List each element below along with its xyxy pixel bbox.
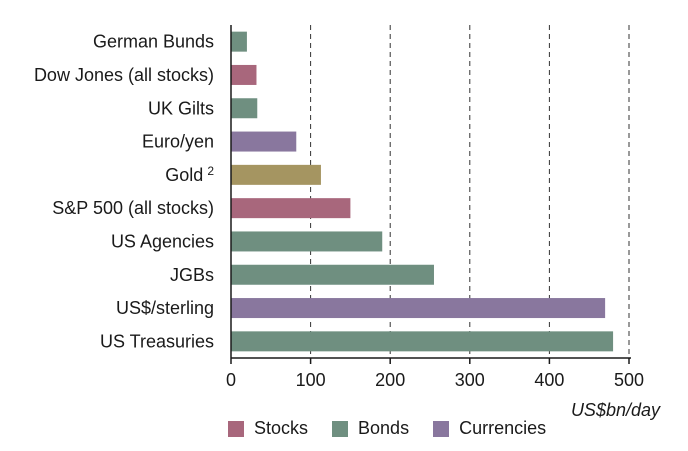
legend-item-currencies: Currencies [433,418,546,439]
legend-item-bonds: Bonds [332,418,409,439]
bar-9 [231,331,614,352]
x-axis: 0 100 200 300 400 500 [226,25,644,390]
bar-0 [231,31,247,52]
category-label: Gold 2 [165,164,214,185]
legend-label: Stocks [254,418,309,438]
legend: Stocks Bonds Currencies [228,418,570,439]
legend-item-stocks: Stocks [228,418,308,439]
category-label: US$/sterling [116,298,214,318]
x-tick-label: 500 [614,370,644,390]
bar-1 [231,64,257,85]
category-label: US Agencies [111,231,214,251]
bar-2 [231,98,258,119]
bar-5 [231,198,351,219]
category-label: German Bunds [93,32,214,52]
bar-6 [231,231,383,252]
legend-label: Currencies [459,418,547,438]
legend-swatch [228,420,244,437]
bar-4 [231,164,321,185]
legend-swatch [332,420,349,437]
legend-label: Bonds [358,418,410,438]
category-label: Euro/yen [142,132,214,152]
category-label: JGBs [170,265,214,285]
category-label: Dow Jones (all stocks) [34,65,214,85]
category-label: S&P 500 (all stocks) [52,198,214,218]
bar-7 [231,264,434,285]
bar-8 [231,298,606,319]
x-tick-label: 300 [455,370,485,390]
x-axis-label: US$bn/day [571,400,661,420]
category-labels: German Bunds Dow Jones (all stocks) UK Gil… [34,32,214,352]
bars [231,31,614,352]
x-tick-label: 400 [534,370,564,390]
x-tick-label: 0 [226,370,236,390]
x-tick-label: 200 [375,370,405,390]
x-tick-label: 100 [296,370,326,390]
gridlines [310,25,630,358]
category-label: US Treasuries [100,331,214,351]
legend-swatch [433,420,450,437]
bar-3 [231,131,297,152]
category-label: UK Gilts [148,98,214,118]
